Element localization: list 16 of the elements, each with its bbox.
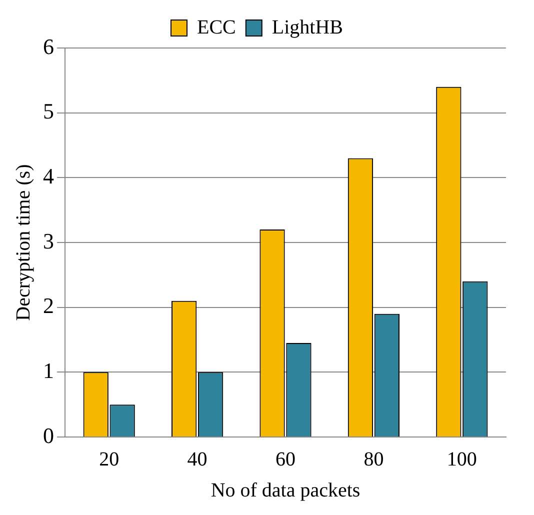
legend-label: ECC <box>196 16 236 38</box>
x-axis-title: No of data packets <box>210 479 360 502</box>
y-axis-title: Decryption time (s) <box>12 164 34 321</box>
x-tick-label: 60 <box>276 448 296 470</box>
y-tick-label: 3 <box>43 228 54 254</box>
x-tick-label: 20 <box>99 448 120 470</box>
y-tick-label: 0 <box>43 422 54 448</box>
y-tick-label: 6 <box>43 34 54 59</box>
y-tick-label: 4 <box>43 163 54 188</box>
y-tick-label: 5 <box>43 98 54 124</box>
x-tick-label: 80 <box>364 448 384 470</box>
y-tick-label: 2 <box>43 293 54 318</box>
x-tick-label: 100 <box>446 448 477 470</box>
x-tick-label: 40 <box>187 448 208 470</box>
legend-label: LightHB <box>272 16 344 38</box>
y-tick-label: 1 <box>43 358 54 383</box>
